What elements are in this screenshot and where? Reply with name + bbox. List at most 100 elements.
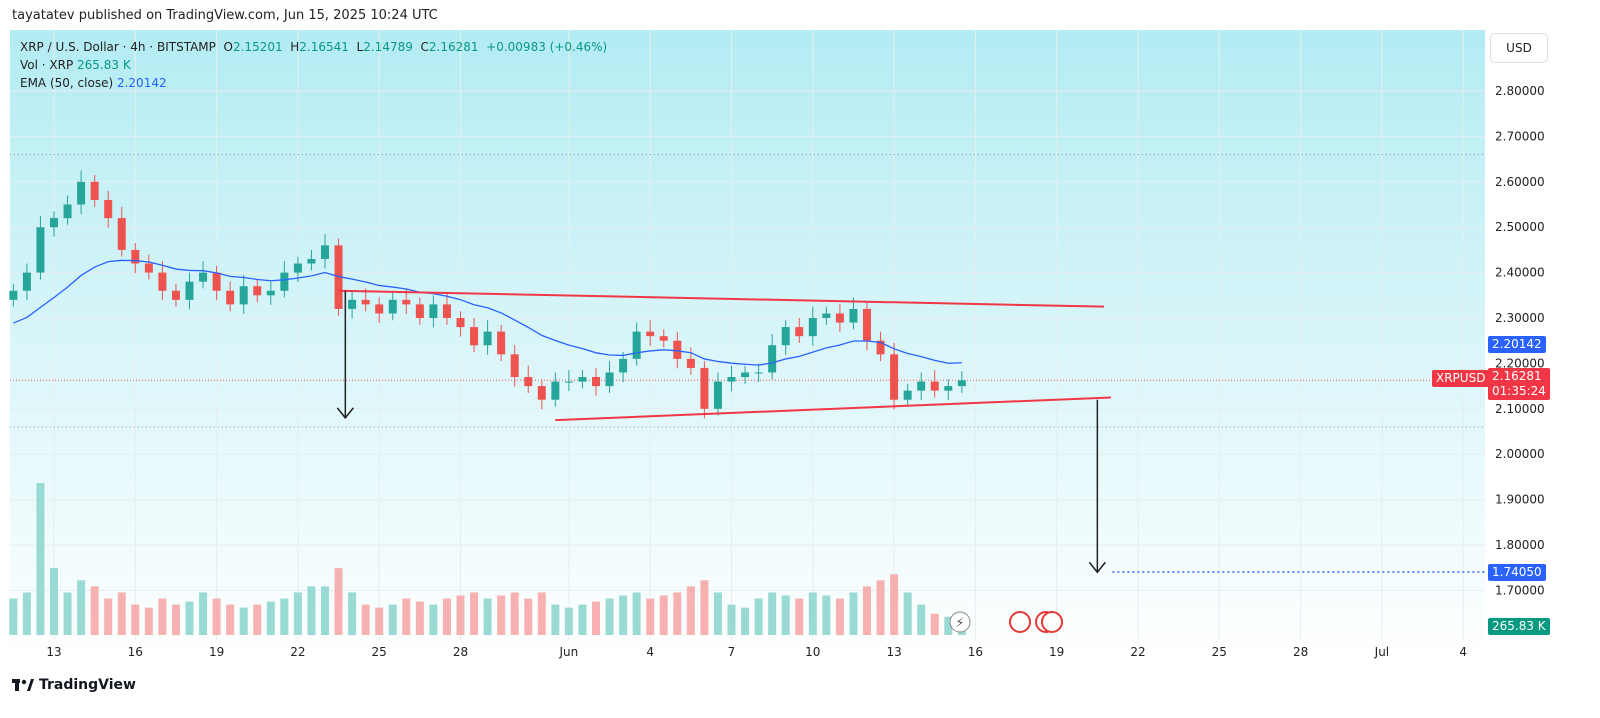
y-tick-label: 2.10000: [1495, 402, 1545, 416]
volume-bar: [226, 604, 235, 635]
candle-body: [199, 272, 208, 282]
x-tick-label: Jun: [559, 645, 579, 659]
volume-bar: [903, 592, 912, 635]
candle-body: [50, 218, 58, 228]
volume-bar: [199, 592, 208, 635]
volume-bar: [171, 604, 180, 635]
arrow-head-icon: [336, 407, 354, 420]
ema-legend: EMA (50, close) 2.20142: [20, 76, 167, 90]
symbol-legend: XRP / U.S. Dollar · 4h · BITSTAMP O2.152…: [20, 40, 607, 54]
volume-bar: [646, 598, 655, 635]
candle-body: [429, 304, 438, 318]
volume-bar: [266, 601, 275, 635]
candle-body: [90, 181, 99, 200]
trendline[interactable]: [338, 289, 1105, 308]
candle-body: [117, 218, 126, 250]
y-tick-label: 2.20000: [1495, 356, 1545, 370]
x-tick-label: Jul: [1374, 645, 1389, 659]
volume-bar: [117, 592, 126, 635]
candle-body: [456, 318, 465, 328]
x-tick-label: 10: [805, 645, 820, 659]
candle-body: [957, 380, 966, 387]
candle-body: [524, 377, 533, 387]
ema-label: EMA (50, close): [20, 76, 114, 90]
candle-body: [944, 386, 953, 391]
y-tick-label: 2.60000: [1495, 175, 1545, 189]
candle-body: [876, 340, 885, 355]
volume-bar: [659, 595, 668, 635]
event-icons[interactable]: ⚡: [949, 611, 1063, 633]
high-label: H: [290, 40, 300, 54]
brand-name: TradingView: [39, 677, 136, 693]
lightning-icon[interactable]: [949, 611, 971, 633]
volume-bar: [429, 604, 438, 635]
candle-body: [713, 381, 722, 409]
candle-body: [307, 258, 316, 264]
x-tick-label: 4: [646, 645, 654, 659]
volume-bar: [22, 592, 31, 635]
trendline[interactable]: [555, 396, 1111, 422]
candle-body: [605, 372, 614, 387]
volume-bar: [510, 592, 519, 635]
volume-bar: [77, 580, 86, 635]
volume-bar: [280, 598, 289, 635]
volume-bar: [713, 592, 722, 635]
x-tick-label: 7: [728, 645, 736, 659]
candle-body: [863, 308, 871, 341]
volume-price-label: 265.83 K: [1488, 618, 1550, 635]
volume-bar: [90, 586, 99, 635]
tradingview-logo[interactable]: TradingView: [12, 677, 136, 693]
high-value: 2.16541: [299, 40, 349, 54]
volume-bar: [361, 604, 370, 635]
x-tick-label: 22: [1130, 645, 1145, 659]
candle-body: [917, 381, 926, 391]
volume-bar: [9, 598, 18, 635]
x-tick-label: 19: [1049, 645, 1064, 659]
x-tick-label: 4: [1459, 645, 1467, 659]
candle-body: [415, 304, 424, 318]
x-tick-label: 19: [209, 645, 224, 659]
volume-bar: [185, 601, 194, 635]
candle-body: [470, 327, 479, 346]
last-price-label: 2.16281 01:35:24: [1488, 368, 1550, 400]
candle-body: [185, 281, 194, 300]
volume-bar: [727, 604, 736, 635]
x-tick-label: 16: [968, 645, 983, 659]
candle-body: [348, 299, 357, 309]
x-tick-label: 28: [1293, 645, 1308, 659]
candle-body: [280, 272, 289, 291]
candle-body: [321, 245, 329, 259]
x-tick-label: 16: [128, 645, 143, 659]
candle-body: [564, 381, 573, 383]
candle-body: [903, 390, 912, 400]
bar-countdown: 01:35:24: [1492, 384, 1546, 398]
candle-body: [9, 290, 18, 300]
candle-body: [673, 340, 682, 359]
close-value: 2.16281: [428, 40, 479, 54]
volume-bar: [212, 598, 221, 635]
candle-body: [849, 308, 858, 323]
published-note: tayatatev published on TradingView.com, …: [12, 8, 438, 23]
currency-button[interactable]: USD: [1490, 33, 1548, 63]
ema-value: 2.20142: [116, 76, 167, 90]
volume-bar: [104, 598, 113, 635]
candle-body: [822, 313, 831, 318]
close-label: C: [420, 40, 429, 54]
target-price-label: 1.74050: [1488, 564, 1546, 581]
us-flag-icon[interactable]: [1009, 611, 1031, 633]
candle-body: [77, 181, 86, 205]
y-tick-label: 2.50000: [1495, 220, 1545, 234]
volume-bar: [36, 483, 45, 635]
candle-body: [212, 272, 221, 291]
candle-body: [36, 227, 45, 273]
x-tick-label: 22: [290, 645, 305, 659]
candle-body: [497, 331, 506, 355]
candle-body: [510, 354, 519, 378]
us-flag-icon[interactable]: [1041, 611, 1063, 633]
volume-bar: [795, 598, 804, 635]
volume-bar: [388, 604, 397, 635]
volume-bar: [781, 595, 790, 635]
volume-bar: [375, 607, 384, 635]
volume-bar: [415, 601, 424, 635]
